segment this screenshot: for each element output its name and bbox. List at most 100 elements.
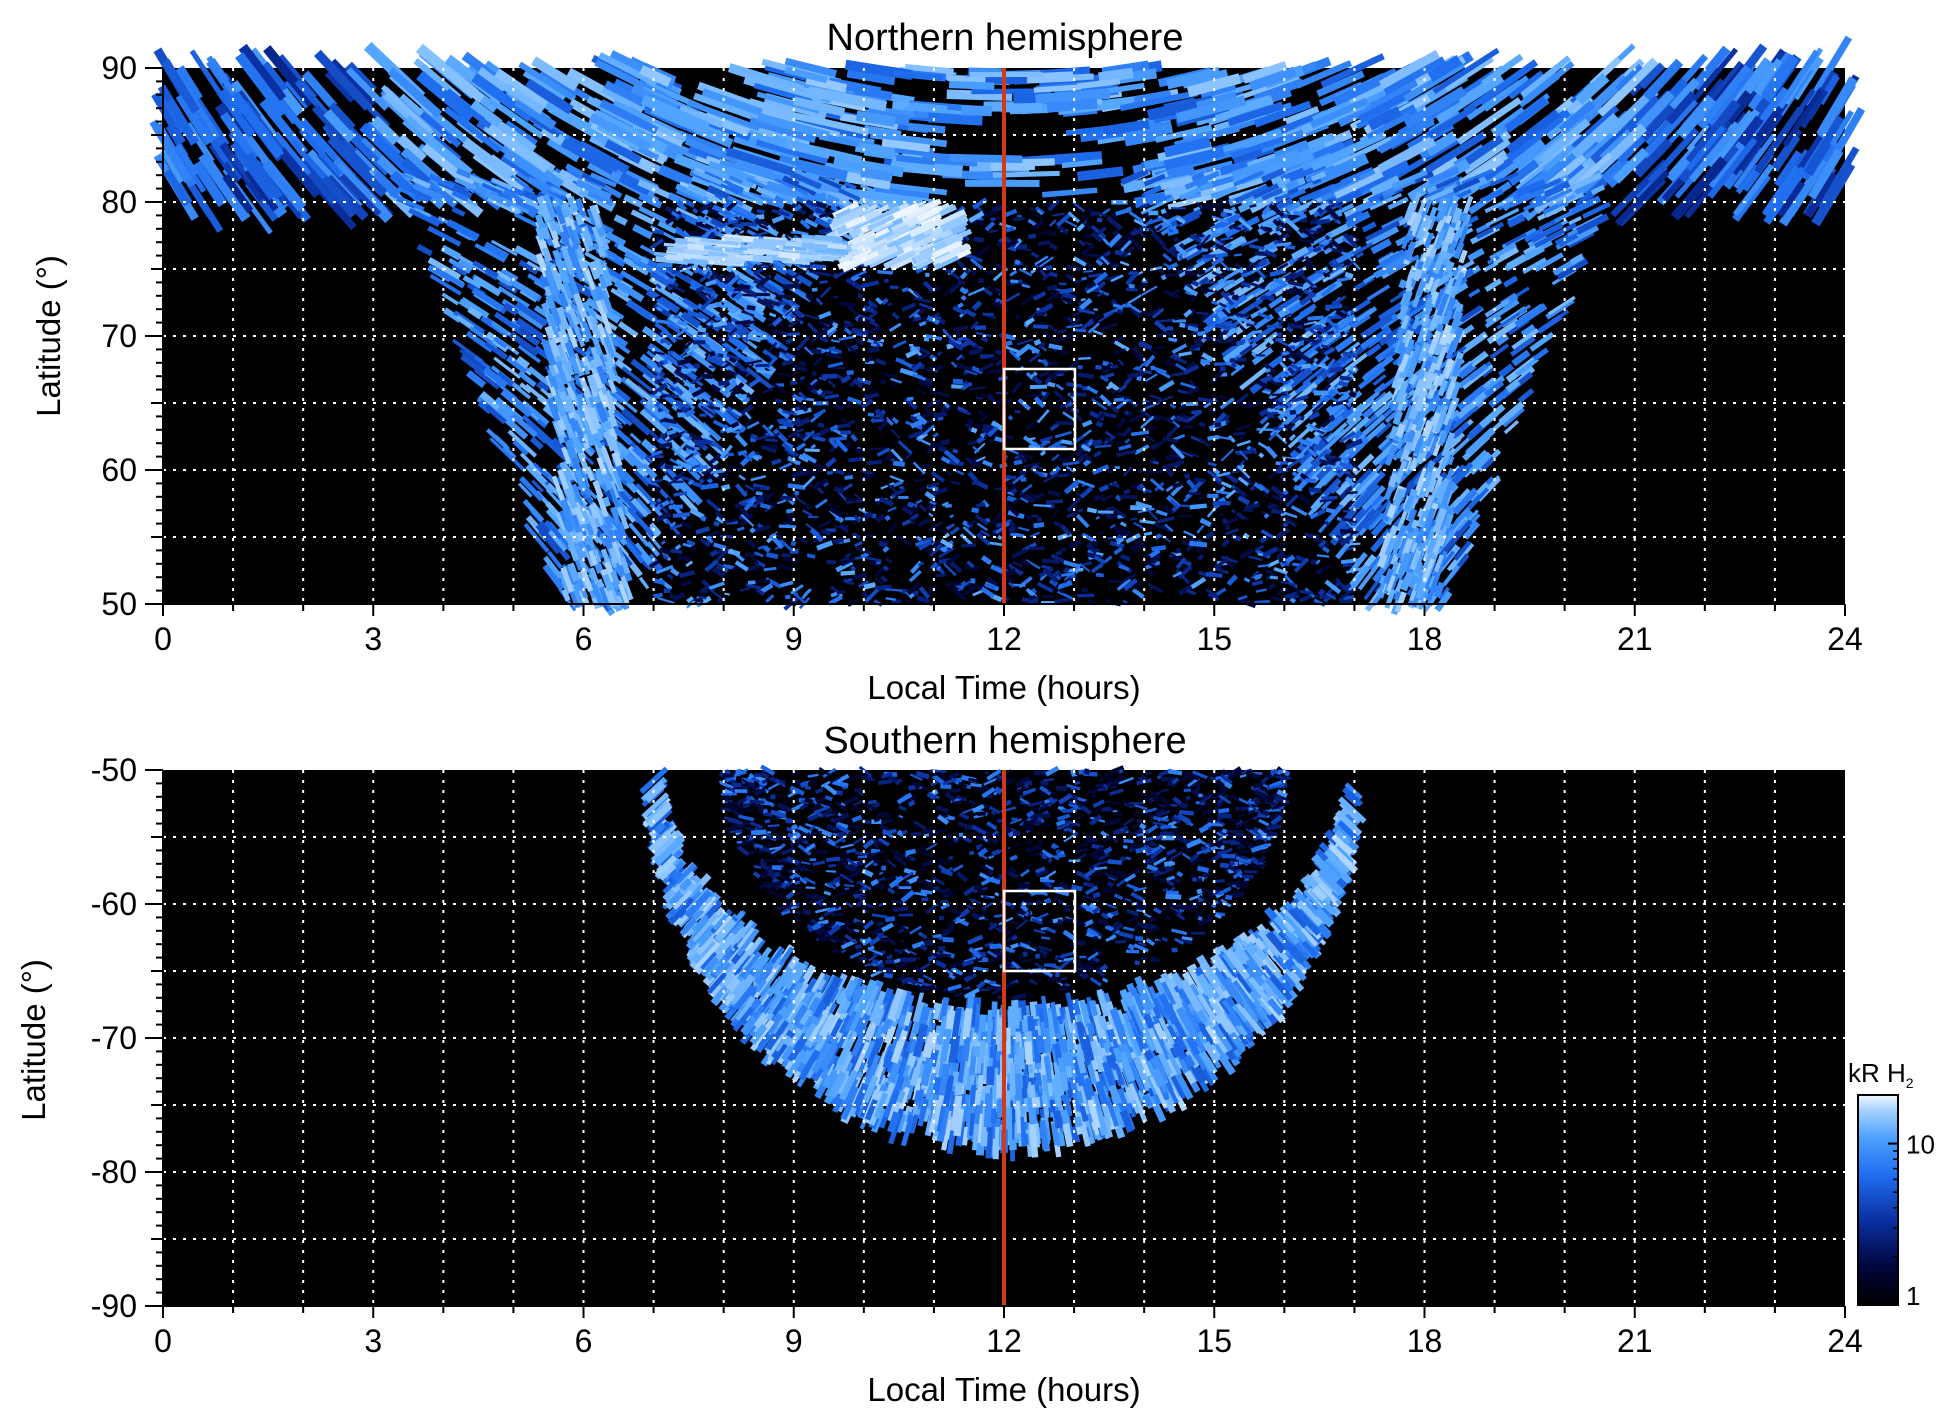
north-emission-streak: [1095, 572, 1104, 578]
north-emission-streak: [978, 278, 985, 284]
north-emission-streak: [560, 137, 619, 177]
north-emission-streak: [1489, 138, 1547, 185]
north-emission-streak: [1166, 326, 1174, 331]
north-emission-streak: [1114, 466, 1120, 470]
north-emission-streak: [756, 91, 820, 114]
north-emission-streak: [198, 152, 251, 222]
north-emission-streak: [1176, 548, 1181, 554]
north-emission-streak: [1804, 171, 1838, 219]
north-emission-streak: [396, 133, 427, 163]
north-emission-streak: [782, 284, 801, 289]
north-emission-streak: [1691, 45, 1731, 91]
north-emission-streak: [1201, 248, 1208, 252]
north-emission-streak: [416, 70, 475, 123]
north-emission-streak: [1738, 112, 1784, 172]
north-emission-streak: [1028, 233, 1037, 239]
north-emission-streak: [701, 587, 708, 594]
north-emission-streak: [1508, 70, 1544, 100]
north-emission-streak: [415, 43, 479, 99]
north-emission-streak: [747, 98, 795, 122]
north-emission-streak: [244, 168, 279, 212]
north-emission-streak: [238, 43, 287, 103]
north-emission-streak: [1770, 133, 1801, 172]
north-emission-streak: [1368, 172, 1401, 196]
north-emission-streak: [846, 370, 854, 376]
north-emission-streak: [1037, 517, 1042, 522]
north-emission-streak: [990, 161, 1035, 171]
north-emission-streak: [1337, 101, 1378, 128]
north-emission-streak: [684, 137, 740, 165]
north-emission-streak: [1327, 315, 1342, 320]
north-emission-streak: [1343, 509, 1349, 513]
north-emission-streak: [821, 373, 838, 380]
north-emission-streak: [663, 588, 671, 594]
north-emission-streak: [867, 412, 875, 417]
north-emission-streak: [1597, 57, 1659, 118]
north-emission-streak: [175, 65, 203, 102]
north-emission-streak: [890, 162, 963, 178]
north-emission-streak: [1076, 166, 1124, 182]
north-emission-streak: [1816, 76, 1858, 138]
north-emission-streak: [1735, 164, 1760, 195]
north-emission-streak: [1368, 87, 1404, 110]
north-emission-streak: [420, 63, 451, 91]
north-emission-streak: [794, 490, 799, 496]
north-emission-streak: [1804, 35, 1853, 108]
north-emission-streak: [1098, 67, 1134, 83]
north-emission-streak: [1095, 364, 1102, 370]
north-emission-streak: [1684, 182, 1717, 219]
north-emission-streak: [1640, 97, 1699, 159]
north-emission-streak: [784, 594, 791, 600]
north-emission-streak: [444, 88, 504, 137]
north-emission-streak: [1124, 129, 1168, 147]
north-emission-streak: [1425, 131, 1458, 157]
north-emission-streak: [1219, 365, 1227, 372]
north-emission-streak: [907, 122, 946, 134]
north-emission-streak: [693, 92, 767, 125]
north-emission-streak: [1599, 129, 1633, 161]
north-emission-streak: [330, 58, 377, 107]
north-emission-streak: [1558, 100, 1596, 134]
north-emission-streak: [1190, 492, 1202, 496]
north-emission-streak: [151, 92, 186, 145]
north-emission-streak: [701, 88, 763, 116]
north-emission-streak: [961, 105, 993, 117]
north-emission-streak: [1313, 390, 1329, 396]
north-emission-streak: [779, 425, 788, 430]
north-emission-streak: [276, 146, 322, 199]
north-emission-streak: [657, 164, 694, 188]
north-emission-streak: [1584, 73, 1630, 117]
north-emission-streak: [835, 517, 841, 521]
north-emission-streak: [1207, 493, 1219, 499]
north-emission-streak: [1255, 354, 1266, 357]
north-emission-streak: [1289, 409, 1297, 416]
north-emission-streak: [1243, 509, 1254, 512]
north-emission-streak: [1295, 60, 1353, 89]
north-emission-streak: [693, 363, 701, 369]
north-emission-streak: [1520, 55, 1572, 98]
north-emission-streak: [780, 495, 794, 501]
north-emission-streak: [974, 325, 987, 331]
north-emission-streak: [1310, 130, 1387, 171]
north-emission-streak: [1683, 47, 1739, 112]
north-emission-streak: [1093, 308, 1098, 311]
north-emission-streak: [1612, 147, 1649, 184]
north-emission-streak: [311, 104, 348, 144]
north-emission-streak: [840, 430, 852, 435]
north-emission-streak: [1178, 514, 1192, 518]
north-emission-streak: [781, 553, 791, 558]
north-emission-streak: [261, 61, 288, 93]
north-emission-streak: [1016, 214, 1022, 218]
north-emission-streak: [1076, 78, 1121, 90]
north-emission-streak: [706, 287, 713, 293]
north-emission-streak: [1332, 67, 1399, 107]
north-emission-streak: [191, 160, 228, 208]
north-emission-streak: [668, 504, 683, 510]
north-emission-streak: [857, 293, 863, 299]
north-emission-streak: [667, 350, 673, 355]
north-emission-streak: [826, 470, 833, 475]
north-emission-streak: [577, 140, 630, 174]
north-emission-streak: [518, 61, 577, 102]
north-emission-streak: [832, 366, 845, 370]
north-emission-streak: [1419, 131, 1487, 177]
